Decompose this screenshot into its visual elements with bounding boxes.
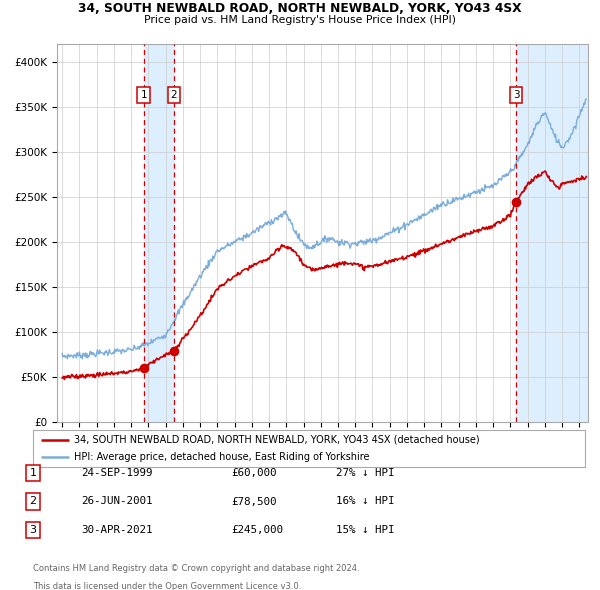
Text: 27% ↓ HPI: 27% ↓ HPI — [336, 468, 395, 478]
Text: 3: 3 — [513, 90, 520, 100]
Text: HPI: Average price, detached house, East Riding of Yorkshire: HPI: Average price, detached house, East… — [74, 452, 370, 462]
Text: 30-APR-2021: 30-APR-2021 — [81, 525, 152, 535]
Text: 2: 2 — [29, 497, 37, 506]
Text: 1: 1 — [29, 468, 37, 478]
Text: 34, SOUTH NEWBALD ROAD, NORTH NEWBALD, YORK, YO43 4SX: 34, SOUTH NEWBALD ROAD, NORTH NEWBALD, Y… — [78, 2, 522, 15]
Text: 34, SOUTH NEWBALD ROAD, NORTH NEWBALD, YORK, YO43 4SX (detached house): 34, SOUTH NEWBALD ROAD, NORTH NEWBALD, Y… — [74, 435, 480, 445]
Text: 16% ↓ HPI: 16% ↓ HPI — [336, 497, 395, 506]
Text: £78,500: £78,500 — [231, 497, 277, 506]
Text: Price paid vs. HM Land Registry's House Price Index (HPI): Price paid vs. HM Land Registry's House … — [144, 15, 456, 25]
Text: £245,000: £245,000 — [231, 525, 283, 535]
Text: 24-SEP-1999: 24-SEP-1999 — [81, 468, 152, 478]
Text: £60,000: £60,000 — [231, 468, 277, 478]
Bar — [516, 44, 588, 422]
Text: This data is licensed under the Open Government Licence v3.0.: This data is licensed under the Open Gov… — [33, 582, 301, 590]
Text: 15% ↓ HPI: 15% ↓ HPI — [336, 525, 395, 535]
Text: 1: 1 — [140, 90, 147, 100]
Text: 2: 2 — [170, 90, 177, 100]
Text: 3: 3 — [29, 525, 37, 535]
Text: 26-JUN-2001: 26-JUN-2001 — [81, 497, 152, 506]
Bar — [144, 44, 174, 422]
Text: Contains HM Land Registry data © Crown copyright and database right 2024.: Contains HM Land Registry data © Crown c… — [33, 564, 359, 573]
